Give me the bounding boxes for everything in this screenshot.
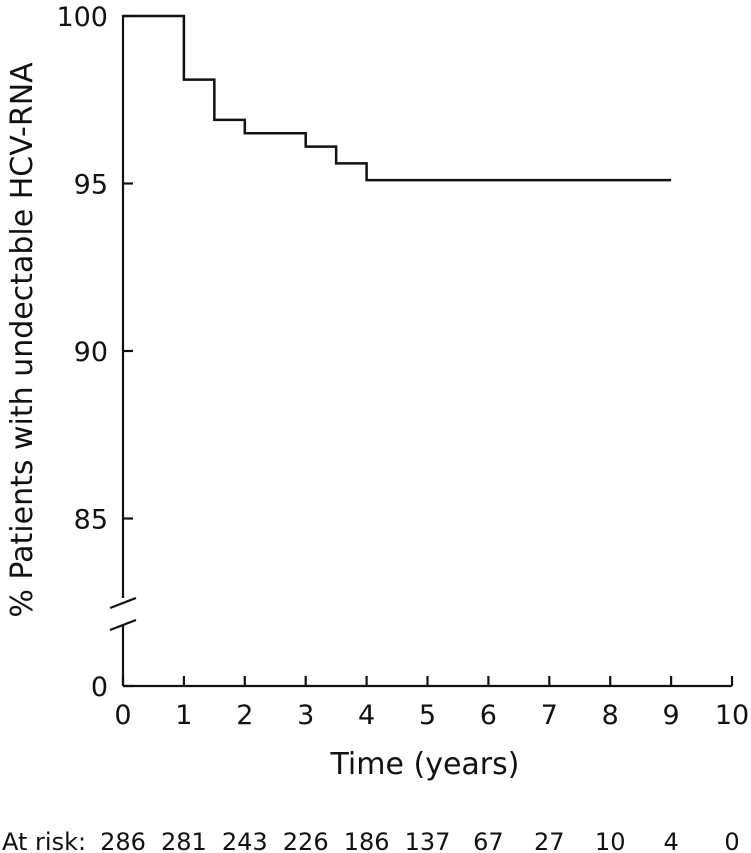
y-axis-title: % Patients with undectable HCV-RNA: [5, 62, 40, 618]
at-risk-value: 4: [663, 828, 678, 853]
y-tick-label: 95: [74, 170, 108, 201]
at-risk-value: 243: [222, 828, 268, 853]
at-risk-value: 286: [100, 828, 146, 853]
at-risk-value: 0: [724, 828, 739, 853]
x-ticks: 0 1 2 3 4 5 6 7 8 9 10: [114, 676, 749, 731]
x-tick-label: 10: [715, 700, 749, 731]
x-tick-label: 3: [297, 700, 314, 731]
x-tick-label: 1: [175, 700, 192, 731]
at-risk-value: 186: [344, 828, 390, 853]
x-tick-label: 4: [358, 700, 375, 731]
y-tick-label: 90: [74, 337, 108, 368]
at-risk-row: At risk: 286 281 243 226 186 137 67 27 10 4 0: [2, 828, 740, 853]
x-tick-label: 7: [541, 700, 558, 731]
x-tick-label: 2: [236, 700, 253, 731]
x-tick-label: 9: [663, 700, 680, 731]
at-risk-value: 137: [405, 828, 451, 853]
at-risk-value: 10: [595, 828, 626, 853]
y-axis-break-mark-1: [109, 596, 137, 610]
at-risk-value: 226: [283, 828, 329, 853]
y-tick-label: 100: [56, 2, 108, 33]
x-tick-label: 8: [602, 700, 619, 731]
y-tick-label: 85: [74, 505, 108, 536]
x-axis-title: Time (years): [330, 747, 520, 782]
x-tick-label: 6: [480, 700, 497, 731]
survival-curve-line: [123, 14, 672, 182]
x-tick-label: 5: [419, 700, 436, 731]
x-tick-label: 0: [114, 700, 131, 731]
at-risk-value: 67: [473, 828, 504, 853]
at-risk-value: 27: [534, 828, 565, 853]
at-risk-label: At risk:: [2, 828, 86, 853]
at-risk-value: 281: [161, 828, 207, 853]
axes: [109, 15, 732, 688]
y-ticks: 100 95 90 85 0: [56, 2, 133, 703]
y-tick-label: 0: [91, 672, 108, 703]
